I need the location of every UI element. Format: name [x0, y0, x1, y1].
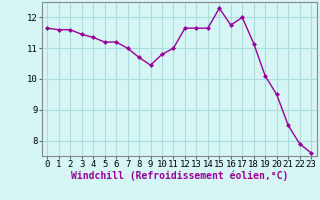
X-axis label: Windchill (Refroidissement éolien,°C): Windchill (Refroidissement éolien,°C) — [70, 171, 288, 181]
